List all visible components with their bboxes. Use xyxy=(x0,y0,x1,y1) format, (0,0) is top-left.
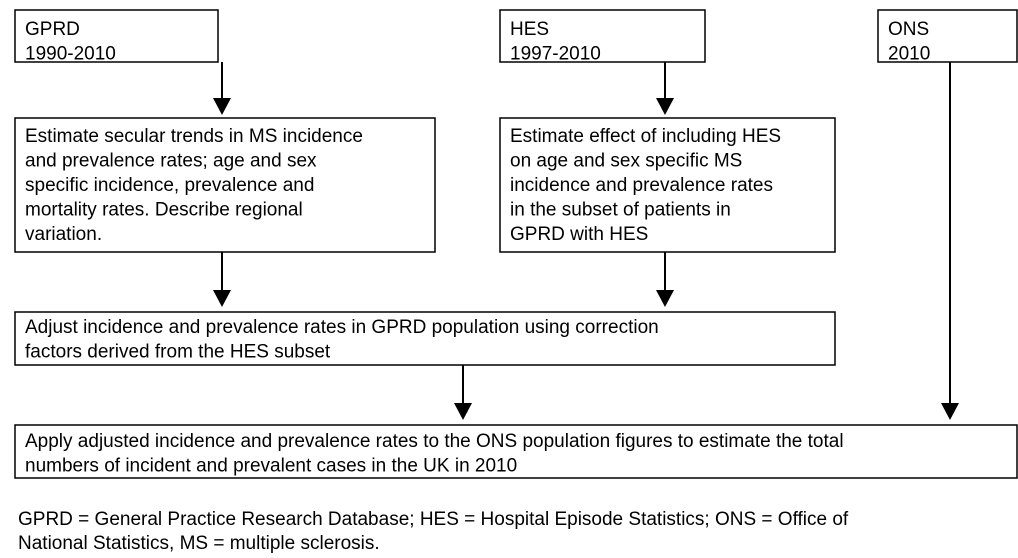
node-text: in the subset of patients in xyxy=(510,200,731,221)
node-box xyxy=(499,9,706,63)
node-text: ONS xyxy=(888,19,929,40)
node: Adjust incidence and prevalence rates in… xyxy=(14,311,836,366)
node-text: specific incidence, prevalence and xyxy=(25,175,314,196)
node-box xyxy=(14,117,436,253)
node-box xyxy=(14,9,219,63)
node: Apply adjusted incidence and prevalence … xyxy=(14,424,1018,479)
node-text: HES xyxy=(510,19,549,40)
node-text: GPRD with HES xyxy=(510,224,648,245)
node-text: variation. xyxy=(25,224,102,245)
node: GPRD 1990-2010 xyxy=(14,9,219,65)
node-text: 1990-2010 xyxy=(25,44,116,65)
arrow-head xyxy=(213,290,231,307)
node-text: Adjust incidence and prevalence rates in… xyxy=(25,317,659,338)
node-text: incidence and prevalence rates xyxy=(510,175,773,196)
node-text: factors derived from the HES subset xyxy=(25,342,331,363)
arrow-head xyxy=(656,290,674,307)
arrows xyxy=(213,62,959,420)
node-box xyxy=(14,311,836,366)
node-text: numbers of incident and prevalent cases … xyxy=(25,456,517,477)
node-text: mortality rates. Describe regional xyxy=(25,200,303,221)
arrow-head xyxy=(213,98,231,115)
node-text: 2010 xyxy=(888,44,930,65)
node: Estimate effect of including HES on age a… xyxy=(499,117,836,253)
arrow-head xyxy=(454,403,472,420)
node-text: 1997-2010 xyxy=(510,44,601,65)
boxes: GPRD 1990-2010 HES 1997-2010 ONS 2010 Estimate… xyxy=(14,9,1018,479)
arrow-head xyxy=(941,403,959,420)
node-text: Apply adjusted incidence and prevalence … xyxy=(25,431,844,452)
node-box xyxy=(877,9,1018,63)
node: HES 1997-2010 xyxy=(499,9,706,65)
node-text: Estimate effect of including HES xyxy=(510,126,781,147)
node-text: on age and sex specific MS xyxy=(510,151,742,172)
node: Estimate secular trends in MS incidence a… xyxy=(14,117,436,253)
node-text: and prevalence rates; age and sex xyxy=(25,151,317,172)
node-box xyxy=(499,117,836,253)
footnote: GPRD = General Practice Research Databas… xyxy=(18,509,849,530)
footnote: National Statistics, MS = multiple scler… xyxy=(18,533,380,554)
node-box xyxy=(14,424,1018,479)
arrow-head xyxy=(656,98,674,115)
node-text: Estimate secular trends in MS incidence xyxy=(25,126,363,147)
node-text: GPRD xyxy=(25,19,80,40)
node: ONS 2010 xyxy=(877,9,1018,65)
